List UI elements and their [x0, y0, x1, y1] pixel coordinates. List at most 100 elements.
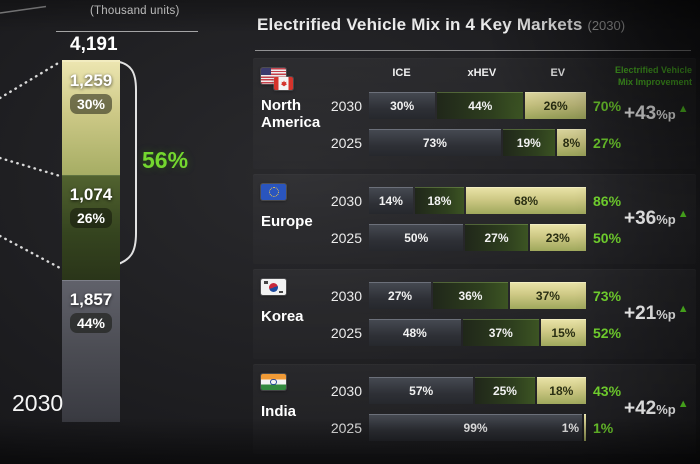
improvement-value: +43%p ▲	[624, 102, 689, 124]
bar-segment-ev: 8%	[556, 129, 587, 156]
region-flags	[261, 279, 329, 304]
bar-segment-xhev: 36%	[433, 282, 508, 309]
bar-segment-ice: 73%	[369, 129, 501, 156]
slide-title-main: Electrified Vehicle Mix in 4 Key Markets	[257, 15, 583, 34]
india-flag-icon	[261, 374, 286, 390]
bar-total-value: 4,191	[70, 34, 118, 55]
bar-segment-ice: 50%	[369, 224, 464, 251]
bar-segment-ev: 68%	[466, 187, 586, 214]
bar-segment-xhev: 25%	[475, 377, 535, 404]
region-name: Europe	[261, 213, 313, 230]
improvement-value: +36%p ▲	[624, 208, 689, 229]
improvement-column: +21%p ▲	[624, 277, 696, 351]
up-arrow-icon: ▲	[677, 208, 689, 220]
left-bar-segment-xhev: 1,074 26%	[62, 174, 120, 281]
electrified-total: 86%	[593, 192, 622, 209]
left-bar-segment-ev: 1,259 30%	[62, 60, 120, 175]
row-year-label: 2030	[330, 97, 362, 114]
market-row: 2030 30% 44% 26% 70%	[329, 92, 632, 119]
market-row: 2025 48% 37% 15% 52%	[329, 319, 632, 346]
bar-segment-xhev: 18%	[414, 187, 465, 214]
slide-title-year: (2030)	[587, 18, 626, 33]
row-year-label: 2025	[330, 134, 362, 151]
electrified-total: 50%	[593, 229, 622, 246]
region-name: Korea	[261, 308, 304, 325]
market-row: 2030 57% 25% 18% 43%	[329, 377, 632, 404]
row-year-label: 2025	[330, 324, 362, 341]
column-header-xhev: xHEV	[467, 67, 497, 79]
row-year-label: 2030	[330, 192, 362, 209]
stacked-bar: 99% 1%	[369, 414, 586, 441]
bar-segment-ice: 99%	[369, 414, 583, 441]
bar-segment-ev: 23%	[529, 224, 586, 251]
market-section-north-america: North America ICE xHEV EV 2030 30% 44% 26% 7…	[253, 58, 696, 169]
segment-percent: 44%	[69, 313, 113, 334]
stacked-bar: 14% 18% 68%	[369, 187, 586, 214]
electrified-total: 73%	[593, 287, 622, 304]
market-sections: North America ICE xHEV EV 2030 30% 44% 26% 7…	[253, 58, 696, 459]
stacked-bar-2030: 1,259 30% 1,074 26% 1,857 44%	[62, 60, 120, 422]
bar-segment-ev: 18%	[536, 377, 586, 404]
electrified-total: 52%	[593, 324, 622, 341]
bar-segment-ice: 48%	[369, 319, 461, 346]
market-row: 2025 50% 27% 23% 50%	[329, 224, 632, 251]
region-europe: Europe	[253, 182, 329, 256]
bar-segment-ev: 15%	[540, 319, 587, 346]
stacked-bar: 30% 44% 26%	[369, 92, 586, 119]
market-row: 2030 27% 36% 37% 73%	[329, 282, 632, 309]
improvement-value: +21%p ▲	[624, 303, 689, 324]
improvement-column: Electrified Vehicle Mix Improvement +43%p…	[615, 65, 696, 161]
market-section-india: India 2030 57% 25% 18% 43% 2025 99% 1% 1% +…	[253, 364, 696, 454]
market-row: 2025 73% 19% 8% 27%	[329, 129, 632, 156]
bar-segment-ice: 14%	[369, 187, 413, 214]
bar-segment-xhev: 37%	[462, 319, 539, 346]
title-divider	[255, 50, 691, 51]
region-flags	[261, 374, 329, 399]
market-section-europe: Europe 2030 14% 18% 68% 86% 2025 50% 27% 23%…	[253, 174, 696, 264]
region-korea: Korea	[253, 277, 329, 351]
row-year-label: 2025	[330, 229, 362, 246]
segment-value: 1,259	[69, 71, 113, 90]
bar-segment-label: 1%	[561, 421, 580, 435]
top-divider	[56, 31, 198, 32]
electrified-total: 43%	[593, 382, 622, 399]
left-bar-chart: (Thousand units) 4,191 1,259 30% 1,074 2…	[0, 0, 245, 464]
region-flags	[261, 68, 329, 93]
market-section-korea: Korea 2030 27% 36% 37% 73% 2025 48% 37% 15% …	[253, 269, 696, 359]
column-header-ice: ICE	[392, 67, 411, 79]
bar-segment-ev: 37%	[509, 282, 586, 309]
improvement-column: +42%p ▲	[624, 372, 696, 446]
improvement-header: Electrified Vehicle Mix Improvement	[614, 65, 692, 87]
segment-percent: 30%	[69, 94, 113, 114]
region-india: India	[253, 372, 329, 446]
bar-segment-xhev: 27%	[465, 224, 528, 251]
stacked-bar: 48% 37% 15%	[369, 319, 587, 346]
canada-flag-icon	[274, 77, 293, 90]
column-header-ev: EV	[550, 67, 566, 79]
market-row: 2030 14% 18% 68% 86%	[329, 187, 632, 214]
stacked-bar: 50% 27% 23%	[369, 224, 586, 251]
up-arrow-icon: ▲	[677, 102, 689, 115]
region-name: India	[261, 403, 297, 420]
segment-value: 1,074	[69, 184, 113, 204]
bar-segment-ice: 57%	[369, 377, 474, 404]
electrified-share-highlight: 56%	[142, 147, 189, 173]
bar-year-label: 2030	[12, 390, 64, 416]
units-label: (Thousand units)	[90, 5, 180, 17]
improvement-value: +42%p ▲	[624, 398, 689, 419]
electrified-total: 1%	[593, 419, 614, 436]
slide-title: Electrified Vehicle Mix in 4 Key Markets…	[257, 15, 625, 35]
segment-percent: 26%	[69, 207, 113, 228]
stacked-bar: 57% 25% 18%	[369, 377, 586, 404]
market-row: 2025 99% 1% 1%	[329, 414, 632, 441]
left-bar-segment-ice: 1,857 44%	[62, 280, 120, 422]
electrified-total: 27%	[593, 134, 622, 151]
bar-segment-ev: 1%	[562, 414, 586, 441]
region-flags	[261, 184, 329, 209]
row-year-label: 2030	[330, 382, 362, 399]
markets-panel: Electrified Vehicle Mix in 4 Key Markets…	[245, 0, 700, 464]
stacked-bar: 27% 36% 37%	[369, 282, 586, 309]
bar-segment-ice: 27%	[369, 282, 432, 309]
region-north-america: North America	[253, 66, 329, 161]
eu-flag-icon	[261, 184, 286, 200]
